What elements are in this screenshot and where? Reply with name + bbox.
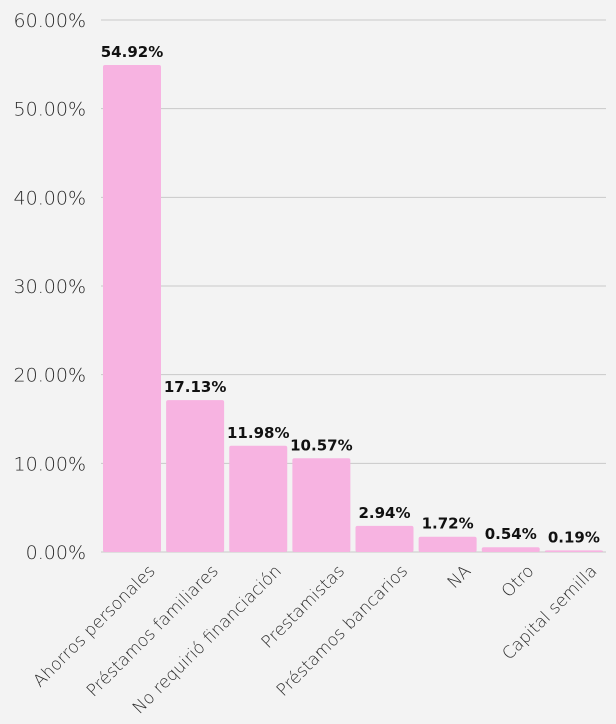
y-tick-label: 0.00% bbox=[26, 542, 86, 564]
bar bbox=[481, 547, 540, 552]
data-label: 54.92% bbox=[101, 43, 163, 61]
y-tick-label: 60.00% bbox=[14, 10, 86, 32]
bar bbox=[355, 525, 414, 552]
bar bbox=[544, 550, 603, 552]
bar bbox=[166, 400, 225, 552]
y-tick-label: 30.00% bbox=[14, 276, 86, 298]
y-tick-label: 20.00% bbox=[14, 365, 86, 387]
data-labels: 54.92% 17.13% 11.98%10.57% 2.94% 1.72% 0.54% 0… bbox=[101, 43, 600, 546]
y-tick-label: 10.00% bbox=[14, 453, 86, 475]
bar bbox=[229, 445, 288, 552]
data-label: 0.19% bbox=[548, 528, 600, 546]
x-tick-label: NA bbox=[444, 561, 476, 593]
x-tick-label: Préstamos bancarios bbox=[273, 561, 412, 700]
data-label: 11.98% bbox=[227, 424, 289, 442]
data-label: 17.13% bbox=[164, 378, 226, 396]
data-label: 2.94% bbox=[358, 504, 410, 522]
bar bbox=[103, 65, 161, 552]
data-label: 0.54% bbox=[485, 525, 537, 543]
y-tick-label: 40.00% bbox=[14, 187, 86, 209]
x-tick-label: Ahorros personales bbox=[30, 561, 160, 691]
data-label: 10.57% bbox=[290, 436, 352, 454]
bars bbox=[103, 65, 603, 552]
y-tick-label: 50.00% bbox=[14, 99, 86, 121]
bar bbox=[292, 458, 351, 552]
x-tick-label: Otro bbox=[498, 561, 538, 601]
data-label: 1.72% bbox=[422, 515, 474, 533]
bar bbox=[418, 536, 477, 552]
y-axis-ticks: 0.00% 10.00% 20.00% 30.00% 40.00% 50.00% 60.00… bbox=[14, 10, 86, 564]
